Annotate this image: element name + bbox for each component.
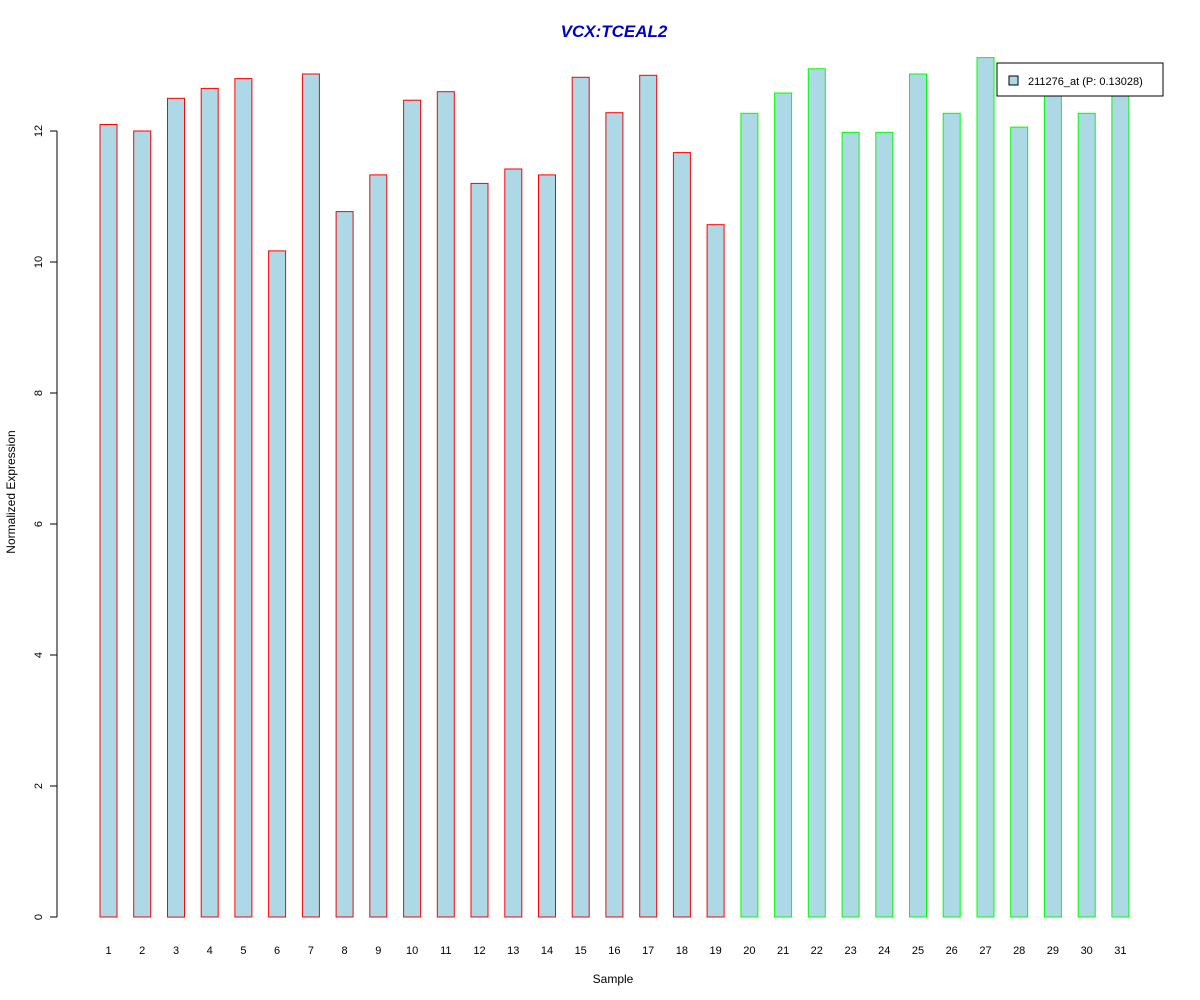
- bar-sample-7: [301, 73, 320, 918]
- x-tick-label: 16: [608, 945, 620, 957]
- bar-sample-22: [807, 68, 826, 918]
- bar-sample-14: [538, 174, 556, 918]
- y-tick-label: 0: [33, 914, 45, 920]
- y-tick-label: 10: [33, 256, 45, 268]
- x-tick-label: 11: [440, 945, 451, 957]
- x-tick-label: 12: [473, 945, 485, 957]
- x-tick-label: 3: [173, 945, 179, 957]
- y-axis: 0 2 4 6 8 10 12: [33, 125, 58, 920]
- x-tick-label: 5: [240, 945, 246, 957]
- y-tick-label: 4: [33, 652, 45, 658]
- legend-swatch: [1008, 75, 1019, 86]
- x-tick-label: 26: [946, 945, 958, 957]
- x-axis-ticks: 1 2 3 4 5 6 7 8 9 10 11 12 13 14 15 16 17 18 19 20 21 22 23 24 2…: [105, 945, 1126, 957]
- bar-sample-2: [133, 130, 152, 918]
- bar-sample-16: [605, 112, 624, 918]
- bar-sample-18: [672, 152, 691, 918]
- x-tick-label: 19: [709, 945, 721, 957]
- x-tick-label: 20: [743, 945, 755, 957]
- bar-sample-21: [774, 92, 793, 918]
- x-tick-label: 1: [105, 945, 111, 957]
- x-tick-label: 18: [676, 945, 688, 957]
- x-tick-label: 7: [308, 945, 314, 957]
- bar-sample-12: [470, 182, 489, 918]
- x-tick-label: 24: [878, 945, 890, 957]
- y-tick-label: 8: [33, 390, 45, 396]
- bar-sample-26: [942, 112, 961, 918]
- x-tick-label: 13: [507, 945, 519, 957]
- y-tick-label: 2: [33, 783, 45, 789]
- x-tick-label: 30: [1081, 945, 1093, 957]
- legend: 211276_at (P: 0.13028): [996, 62, 1164, 97]
- bar-sample-1: [99, 124, 118, 918]
- x-tick-label: 29: [1047, 945, 1059, 957]
- y-axis-label: Normalized Expression: [4, 430, 18, 553]
- bar-sample-17: [639, 74, 658, 918]
- x-tick-label: 14: [541, 945, 553, 957]
- bar-sample-5: [234, 78, 253, 918]
- bar-sample-25: [909, 73, 927, 918]
- bar-sample-10: [403, 99, 422, 918]
- chart-title: VCX:TCEAL2: [561, 22, 668, 41]
- bar-sample-27: [976, 57, 995, 918]
- x-tick-label: 28: [1013, 945, 1025, 957]
- legend-box: [996, 62, 1164, 97]
- x-tick-label: 23: [844, 945, 856, 957]
- bar-series: [99, 57, 1130, 918]
- x-tick-label: 25: [912, 945, 924, 957]
- bar-sample-8: [335, 211, 354, 918]
- x-tick-label: 6: [274, 945, 280, 957]
- y-tick-label: 12: [33, 125, 45, 137]
- x-tick-label: 17: [642, 945, 654, 957]
- x-tick-label: 10: [406, 945, 418, 957]
- bar-sample-6: [268, 250, 287, 918]
- x-tick-label: 15: [575, 945, 587, 957]
- legend-label: 211276_at (P: 0.13028): [1028, 76, 1143, 88]
- y-tick-label: 6: [33, 521, 45, 527]
- x-tick-label: 8: [342, 945, 348, 957]
- x-tick-label: 4: [207, 945, 213, 957]
- x-tick-label: 9: [375, 945, 381, 957]
- bar-sample-30: [1077, 112, 1096, 918]
- bar-sample-4: [200, 87, 219, 918]
- x-tick-label: 31: [1114, 945, 1126, 957]
- x-tick-label: 21: [777, 945, 789, 957]
- x-tick-label: 2: [139, 945, 145, 957]
- bar-sample-3: [167, 97, 185, 918]
- bar-sample-31: [1111, 84, 1130, 918]
- bar-sample-9: [369, 174, 388, 918]
- x-tick-label: 22: [811, 945, 823, 957]
- bar-sample-24: [875, 131, 894, 918]
- x-axis-label: Sample: [593, 972, 634, 986]
- bar-sample-19: [706, 224, 725, 918]
- bar-sample-28: [1010, 126, 1029, 918]
- bar-sample-15: [571, 76, 590, 918]
- bar-sample-20: [740, 112, 759, 918]
- x-tick-label: 27: [979, 945, 991, 957]
- bar-sample-11: [436, 91, 455, 918]
- bar-sample-23: [841, 131, 860, 918]
- bar-sample-29: [1043, 84, 1062, 918]
- bar-sample-13: [504, 168, 523, 918]
